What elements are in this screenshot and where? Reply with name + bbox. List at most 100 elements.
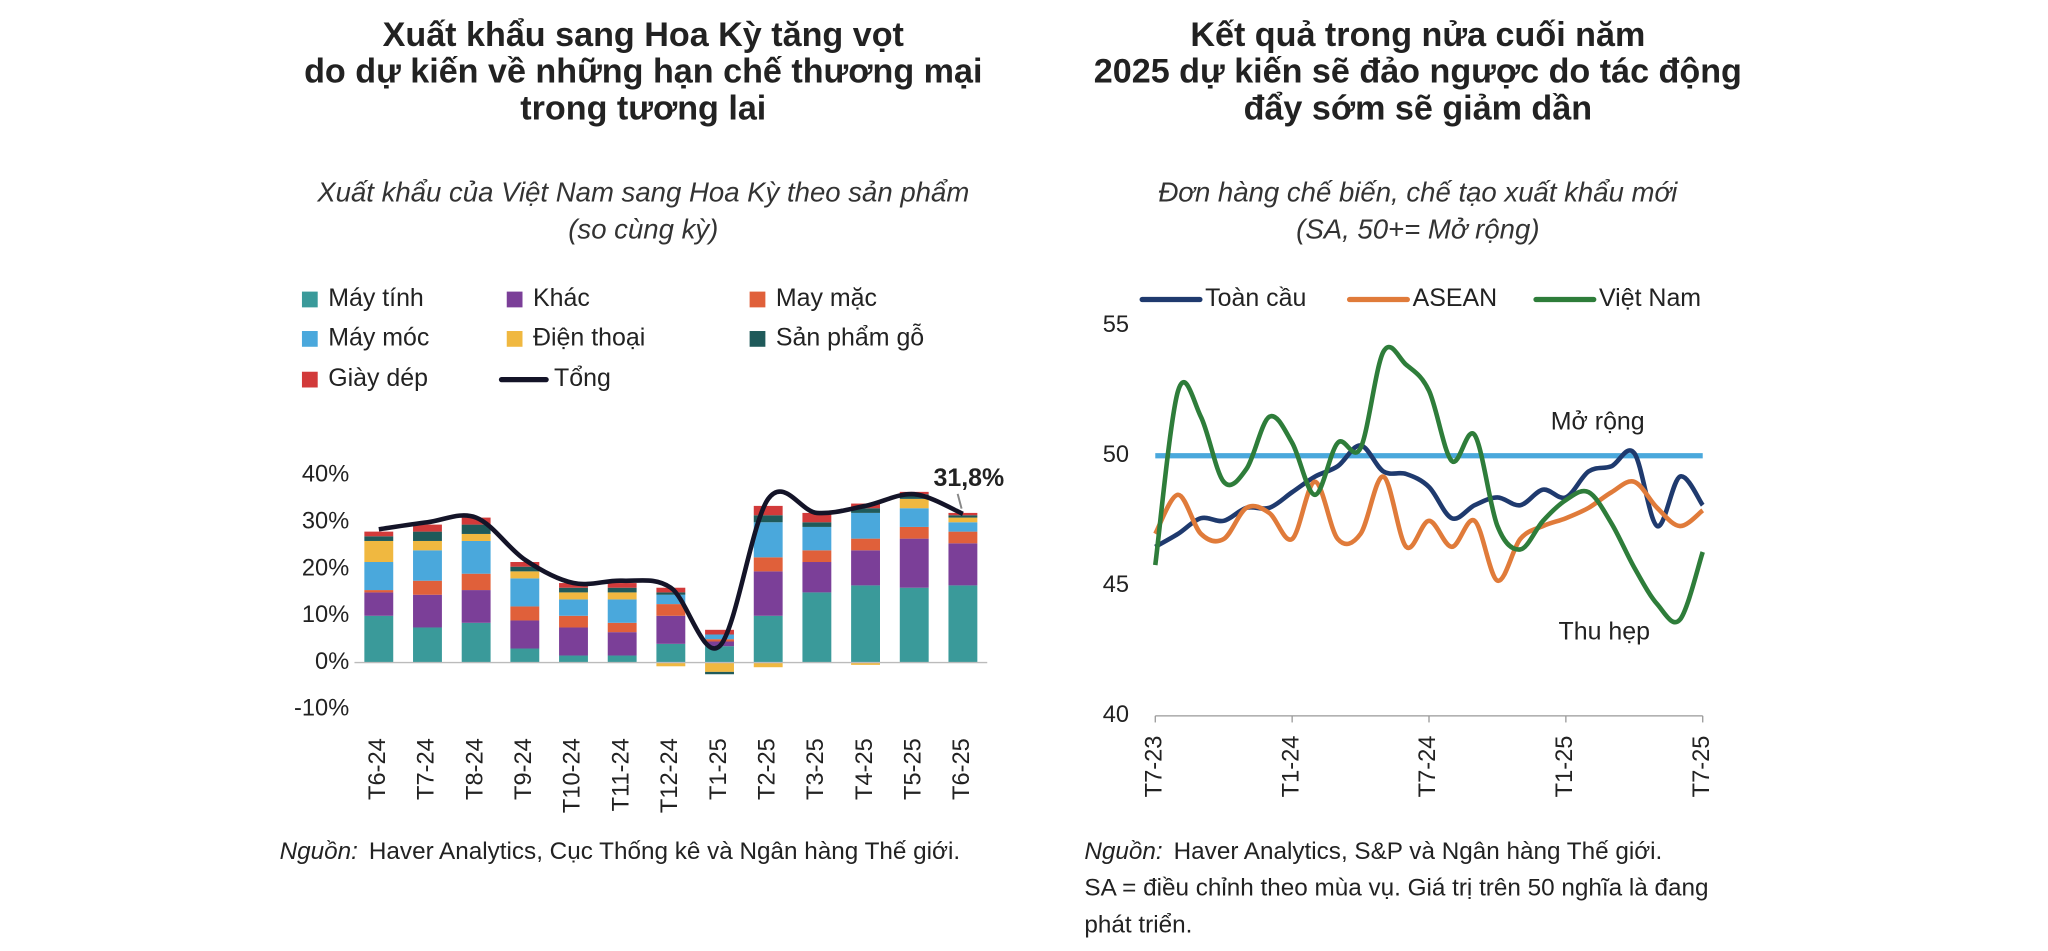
bar-segment — [656, 592, 686, 595]
y-tick-label: 50 — [1103, 442, 1129, 468]
bar-segment — [559, 655, 588, 663]
series-line — [1154, 443, 1705, 549]
bar-segment — [607, 583, 637, 588]
bar-segment — [656, 662, 686, 667]
y-tick-label: 20% — [302, 555, 349, 581]
bar-segment — [364, 590, 394, 593]
legend-label: May mặc — [776, 284, 877, 312]
bar-segment — [753, 505, 783, 516]
source-text: Haver Analytics, Cục Thống kê và Ngân hà… — [369, 838, 960, 865]
bar-segment — [899, 494, 929, 499]
bar-segment — [802, 512, 832, 523]
bar-segment — [656, 615, 686, 644]
x-tick-label: T9-24 — [511, 738, 537, 800]
bar-segment — [461, 622, 491, 663]
legend-swatch — [301, 291, 318, 308]
bar-segment — [899, 587, 929, 663]
x-tick-label: T3-25 — [803, 738, 829, 800]
bar-segment — [948, 522, 978, 532]
bar-segment — [510, 571, 540, 579]
bar-segment — [753, 615, 783, 663]
legend-swatch — [749, 331, 766, 347]
bar-segment — [851, 538, 880, 551]
series-line — [1153, 344, 1705, 625]
legend-label: Giày dép — [328, 364, 428, 392]
bar-segment — [364, 531, 394, 537]
legend-label: Sản phẩm gỗ — [776, 322, 924, 351]
legend-swatch — [506, 331, 523, 347]
bar-segment — [851, 508, 880, 513]
bar-segment — [413, 531, 442, 541]
bar-segment — [510, 620, 540, 649]
bar-segment — [948, 517, 978, 523]
legend-label: Khác — [533, 284, 590, 312]
bar-segment — [705, 671, 734, 675]
bar-segment — [413, 524, 442, 532]
y-tick-label: 55 — [1103, 312, 1129, 338]
x-tick-label: T1-25 — [706, 738, 732, 800]
legend-swatch — [506, 291, 523, 308]
annotation: 31,8% — [934, 464, 1005, 492]
bar-segment — [364, 592, 394, 616]
bar-segment — [510, 648, 540, 663]
bar-segment — [607, 592, 637, 600]
bar-segment — [899, 538, 929, 588]
source-text: Haver Analytics, S&P và Ngân hàng Thế gi… — [1174, 838, 1663, 865]
x-tick-label: T5-25 — [900, 738, 926, 800]
bar-segment — [364, 536, 394, 541]
bar-segment — [559, 599, 588, 616]
bar-segment — [705, 639, 734, 642]
legend-label: Việt Nam — [1599, 284, 1701, 312]
y-tick-label: 10% — [302, 602, 349, 628]
x-tick-label: T7-24 — [414, 738, 440, 800]
legend-swatch — [301, 371, 318, 388]
x-tick-label: T7-24 — [1415, 736, 1441, 798]
x-tick-label: T6-25 — [949, 738, 975, 800]
chart-title: Xuất khẩu sang Hoa Kỳ tăng vọt — [383, 16, 904, 54]
x-tick-label: T10-24 — [560, 738, 586, 813]
legend-swatch — [749, 291, 766, 308]
bar-segment — [461, 524, 491, 534]
bar-segment — [802, 522, 832, 527]
source-label: Nguồn: — [280, 838, 358, 865]
chart-subtitle: (so cùng kỳ) — [568, 213, 718, 244]
bar-segment — [851, 550, 880, 586]
bar-segment — [656, 604, 686, 616]
bar-segment — [510, 566, 540, 572]
bar-segment — [461, 540, 491, 574]
annotation: Thu hẹp — [1559, 618, 1650, 646]
bar-segment — [510, 578, 540, 607]
bar-segment — [559, 592, 588, 600]
chart-title: 2025 dự kiến sẽ đảo ngược do tác động — [1094, 53, 1742, 91]
bar-segment — [899, 498, 929, 509]
x-tick-label: T8-24 — [462, 738, 488, 800]
bar-segment — [851, 512, 880, 539]
bar-segment — [413, 550, 442, 581]
x-tick-label: T7-23 — [1142, 736, 1168, 798]
bar-segment — [705, 634, 734, 640]
bar-segment — [948, 585, 978, 663]
x-tick-label: T12-24 — [657, 738, 683, 813]
annotation-arrow — [956, 493, 963, 509]
x-tick-label: T1-25 — [1552, 736, 1578, 798]
legend-label: Toàn cầu — [1205, 284, 1306, 312]
y-tick-label: 0% — [315, 649, 349, 675]
bar-segment — [559, 587, 588, 593]
bar-segment — [559, 627, 588, 656]
chart-subtitle: Đơn hàng chế biến, chế tạo xuất khẩu mới — [1158, 177, 1678, 208]
bar-segment — [607, 599, 637, 623]
legend-label: ASEAN — [1413, 284, 1498, 312]
bar-segment — [607, 655, 637, 663]
bar-segment — [413, 594, 442, 628]
bar-segment — [753, 515, 783, 523]
y-tick-label: 40 — [1103, 702, 1129, 728]
y-tick-label: -10% — [294, 696, 349, 722]
chart-subtitle: (SA, 50+= Mở rộng) — [1296, 213, 1539, 244]
bar-segment — [559, 615, 588, 628]
bar-segment — [899, 526, 929, 539]
bar-segment — [851, 662, 880, 665]
bar-segment — [899, 508, 929, 527]
bar-segment — [607, 587, 637, 593]
bar-segment — [948, 512, 978, 516]
